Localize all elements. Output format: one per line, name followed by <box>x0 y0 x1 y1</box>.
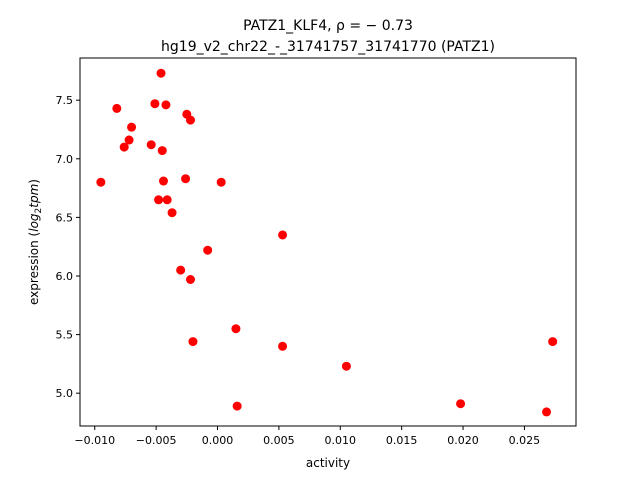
chart-title-line2: hg19_v2_chr22_-_31741757_31741770 (PATZ1… <box>161 39 495 55</box>
data-point <box>150 99 160 109</box>
x-tick-label: 0.000 <box>202 434 234 447</box>
y-label-math: log <box>27 213 41 232</box>
data-point <box>341 361 351 371</box>
x-tick-label: 0.025 <box>509 434 541 447</box>
y-tick-label: 5.5 <box>56 329 74 342</box>
plot-frame <box>79 57 577 427</box>
data-point <box>278 341 288 351</box>
data-point <box>231 324 241 334</box>
data-points <box>96 68 558 417</box>
data-point <box>157 146 167 156</box>
data-point <box>456 399 466 409</box>
data-point <box>127 122 137 132</box>
data-point <box>154 195 164 205</box>
y-label-prefix: expression ( <box>27 232 41 305</box>
data-point <box>156 68 166 78</box>
y-label-subscript: 2 <box>34 208 44 214</box>
data-point <box>216 177 226 187</box>
data-point <box>542 407 552 417</box>
y-axis-ticks: 5.0 5.5 6.0 6.5 7.0 7.5 <box>56 94 80 400</box>
data-point <box>185 115 195 125</box>
y-tick-label: 7.0 <box>56 153 74 166</box>
data-point <box>162 195 172 205</box>
data-point <box>176 265 186 275</box>
chart-title-line1: PATZ1_KLF4, ρ = − 0.73 <box>243 18 413 34</box>
data-point <box>96 177 106 187</box>
y-label-math2: tpm <box>27 184 41 208</box>
data-point <box>119 142 129 152</box>
x-tick-label: 0.020 <box>447 434 479 447</box>
data-point <box>167 208 177 218</box>
data-point <box>232 401 242 411</box>
data-point <box>112 103 122 113</box>
x-tick-label: 0.005 <box>263 434 295 447</box>
data-point <box>278 230 288 240</box>
y-label-suffix: ) <box>27 179 41 184</box>
y-tick-label: 6.5 <box>56 211 74 224</box>
y-tick-label: 6.0 <box>56 270 74 283</box>
x-axis-label: activity <box>306 456 350 470</box>
data-point <box>181 174 191 184</box>
data-point <box>188 337 198 347</box>
data-point <box>203 245 213 255</box>
x-tick-label: 0.015 <box>386 434 418 447</box>
data-point <box>158 176 168 186</box>
y-tick-label: 5.0 <box>56 387 74 400</box>
y-tick-label: 7.5 <box>56 94 74 107</box>
data-point <box>185 275 195 285</box>
x-tick-label: 0.010 <box>325 434 357 447</box>
data-point <box>548 337 558 347</box>
x-tick-label: −0.005 <box>136 434 177 447</box>
x-tick-label: −0.010 <box>74 434 115 447</box>
x-axis-ticks: −0.010 −0.005 0.000 0.005 0.010 0.015 0.020 0.0… <box>74 426 540 447</box>
y-axis-label: expression (log2tpm) <box>27 179 44 305</box>
data-point <box>146 140 156 150</box>
data-point <box>161 100 171 110</box>
data-point <box>124 135 134 145</box>
